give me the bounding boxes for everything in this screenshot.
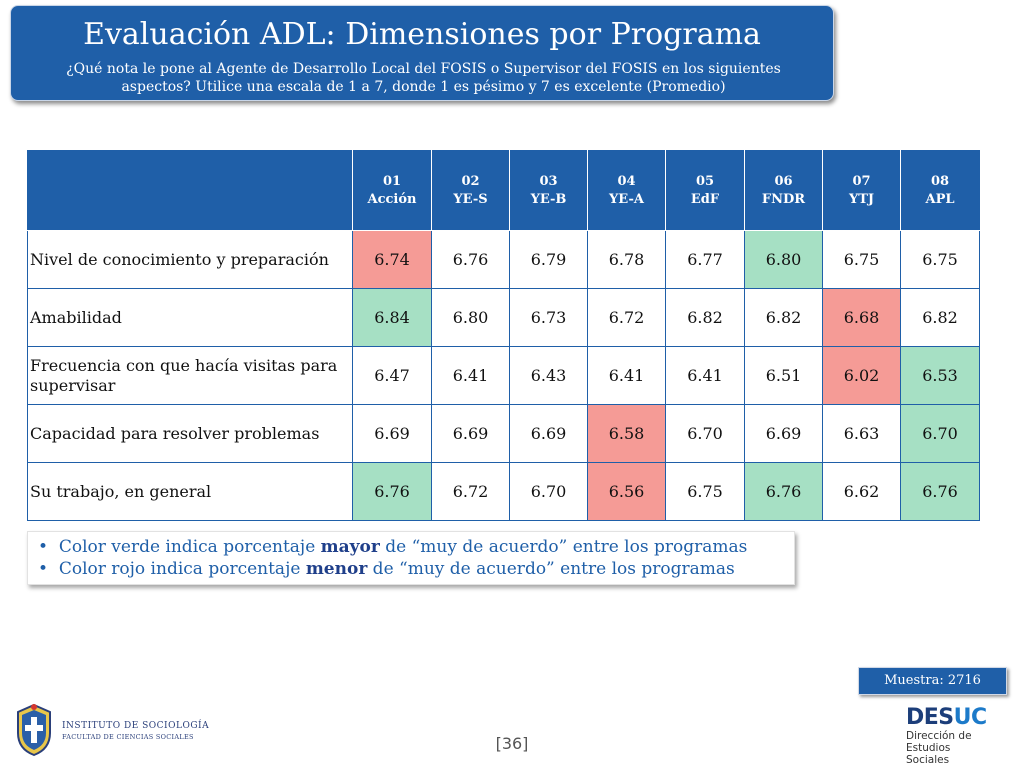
table-cell: 6.02	[822, 346, 901, 405]
table-cell: 6.72	[587, 288, 666, 347]
color-legend: • Color verde indica porcentaje mayor de…	[27, 531, 795, 585]
table-row: Nivel de conocimiento y preparación 6.74…	[27, 230, 980, 289]
table-cell: 6.69	[352, 404, 432, 463]
column-header: 08 APL	[900, 150, 980, 231]
university-seal-icon	[17, 703, 51, 757]
table-cell: 6.84	[352, 288, 432, 347]
institute-name: INSTITUTO DE SOCIOLOGÍA	[62, 721, 210, 731]
table-cell: 6.75	[900, 230, 980, 289]
table-cell: 6.56	[587, 462, 666, 521]
legend-item-green: • Color verde indica porcentaje mayor de…	[38, 537, 748, 557]
table-cell: 6.69	[509, 404, 588, 463]
table-cell: 6.73	[509, 288, 588, 347]
table-cell: 6.74	[352, 230, 432, 289]
table-cell: 6.70	[665, 404, 745, 463]
table-cell: 6.77	[665, 230, 745, 289]
page-subtitle: ¿Qué nota le pone al Agente de Desarroll…	[66, 61, 781, 95]
table-cell: 6.80	[744, 230, 823, 289]
table-cell: 6.70	[509, 462, 588, 521]
table-cell: 6.68	[822, 288, 901, 347]
table-header-row: 01 Acción 02 YE-S 03 YE-B 04 YE-A 05 EdF 06 FN…	[27, 150, 980, 231]
table-cell: 6.51	[744, 346, 823, 405]
table-cell: 6.69	[744, 404, 823, 463]
row-label: Capacidad para resolver problemas	[27, 404, 353, 463]
row-label: Nivel de conocimiento y preparación	[27, 230, 353, 289]
table-cell: 6.62	[822, 462, 901, 521]
column-header: 02 YE-S	[431, 150, 510, 231]
table-cell: 6.82	[665, 288, 745, 347]
table-row: Amabilidad 6.84 6.80 6.73 6.72 6.82 6.82…	[27, 288, 980, 347]
table-cell: 6.76	[744, 462, 823, 521]
title-banner: Evaluación ADL: Dimensiones por Programa…	[10, 5, 834, 101]
table-cell: 6.58	[587, 404, 666, 463]
table-cell: 6.82	[744, 288, 823, 347]
table-cell: 6.41	[587, 346, 666, 405]
table-cell: 6.53	[900, 346, 980, 405]
column-header: 03 YE-B	[509, 150, 588, 231]
page-title: Evaluación ADL: Dimensiones por Programa	[83, 17, 761, 52]
row-label: Frecuencia con que hacía visitas para su…	[27, 346, 353, 405]
table-cell: 6.47	[352, 346, 432, 405]
desuc-logo: DESUC Dirección de Estudios Sociales	[906, 705, 1016, 766]
desuc-subtitle-2: Sociales	[906, 754, 950, 766]
table-cell: 6.76	[431, 230, 510, 289]
legend-item-red: • Color rojo indica porcentaje menor de …	[38, 559, 735, 579]
table-cell: 6.79	[509, 230, 588, 289]
table-cell: 6.41	[431, 346, 510, 405]
table-cell: 6.69	[431, 404, 510, 463]
page-number: [36]	[495, 734, 529, 753]
desuc-subtitle-1: Dirección de Estudios	[906, 730, 972, 754]
column-header: 01 Acción	[352, 150, 432, 231]
table-cell: 6.41	[665, 346, 745, 405]
table-cell: 6.76	[352, 462, 432, 521]
column-header: 05 EdF	[665, 150, 745, 231]
table-row: Su trabajo, en general 6.76 6.72 6.70 6.…	[27, 462, 980, 521]
row-label: Amabilidad	[27, 288, 353, 347]
table-cell: 6.63	[822, 404, 901, 463]
table-cell: 6.72	[431, 462, 510, 521]
table-cell: 6.80	[431, 288, 510, 347]
institute-faculty: FACULTAD DE CIENCIAS SOCIALES	[62, 733, 194, 741]
table-cell: 6.82	[900, 288, 980, 347]
row-label: Su trabajo, en general	[27, 462, 353, 521]
table-cell: 6.43	[509, 346, 588, 405]
table-cell: 6.75	[822, 230, 901, 289]
table-cell: 6.76	[900, 462, 980, 521]
table-row: Capacidad para resolver problemas 6.69 6…	[27, 404, 980, 463]
results-table: 01 Acción 02 YE-S 03 YE-B 04 YE-A 05 EdF 06 FN…	[27, 150, 980, 521]
column-header: 04 YE-A	[587, 150, 666, 231]
table-cell: 6.70	[900, 404, 980, 463]
table-cell: 6.78	[587, 230, 666, 289]
table-cell: 6.75	[665, 462, 745, 521]
table-row: Frecuencia con que hacía visitas para su…	[27, 346, 980, 405]
table-corner	[27, 150, 353, 231]
institute-logo: INSTITUTO DE SOCIOLOGÍA FACULTAD DE CIEN…	[14, 703, 214, 757]
sample-size-badge: Muestra: 2716	[858, 667, 1007, 695]
column-header: 06 FNDR	[744, 150, 823, 231]
column-header: 07 YTJ	[822, 150, 901, 231]
desuc-wordmark: DESUC	[906, 705, 987, 730]
